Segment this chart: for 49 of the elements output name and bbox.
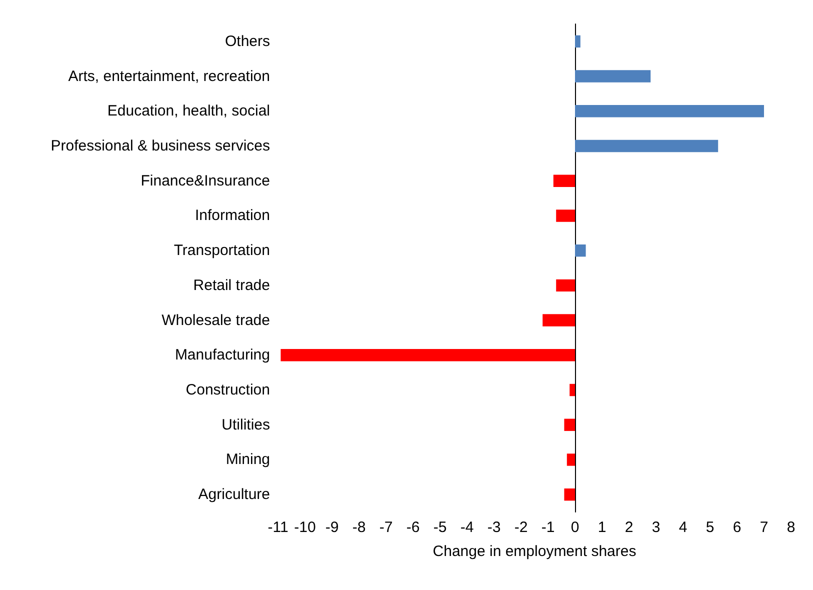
x-axis-title: Change in employment shares [432,543,636,560]
y-tick-label: Retail trade [193,276,270,294]
bar [556,210,575,222]
x-tick-label: -11 [268,519,288,536]
x-tick-label: -4 [460,519,474,536]
y-tick-label: Manufacturing [174,346,270,364]
y-tick-label: Education, health, social [107,102,270,120]
x-tick-label: -7 [379,519,393,536]
x-tick-label: 5 [706,519,714,536]
y-tick-label: Mining [226,451,270,468]
bar [542,314,575,326]
x-tick-label: -3 [487,519,501,536]
x-tick-label: -1 [541,519,555,536]
x-tick-label: -10 [294,519,316,536]
bar [570,384,575,396]
x-tick-label: 1 [598,519,606,536]
y-tick-label: Professional & business services [50,138,270,154]
y-tick-label: Transportation [174,242,270,260]
x-tick-label: 2 [624,519,634,536]
bar [566,454,575,466]
bar [280,349,575,362]
x-tick-label: -9 [325,519,339,536]
bar [575,70,651,82]
y-tick-label: Construction [186,382,270,398]
x-tick-label: -8 [352,519,366,536]
x-tick-label: 7 [760,519,768,536]
bar [553,174,575,187]
y-tick-label: Utilities [222,416,270,434]
bar [575,105,764,118]
y-tick-label: Agriculture [198,486,270,504]
y-tick-label: Others [224,32,270,50]
x-tick-label: -2 [514,519,528,536]
x-tick-label: -5 [433,519,447,536]
x-tick-label: 8 [786,519,796,536]
x-tick-label: -6 [406,519,420,536]
bar [556,279,575,292]
bar [564,418,575,431]
y-tick-label: Arts, entertainment, recreation [68,68,270,85]
bar [575,140,718,152]
y-tick-label: Information [194,207,270,224]
bar [564,488,575,501]
x-tick-label: 6 [732,519,742,536]
x-tick-label: 0 [570,519,580,536]
x-tick-label: 3 [652,519,660,536]
x-tick-label: 4 [678,519,688,536]
bar [575,35,580,48]
bar [575,244,586,257]
y-tick-label: Finance&Insurance [140,172,270,190]
y-tick-label: Wholesale trade [162,312,270,329]
